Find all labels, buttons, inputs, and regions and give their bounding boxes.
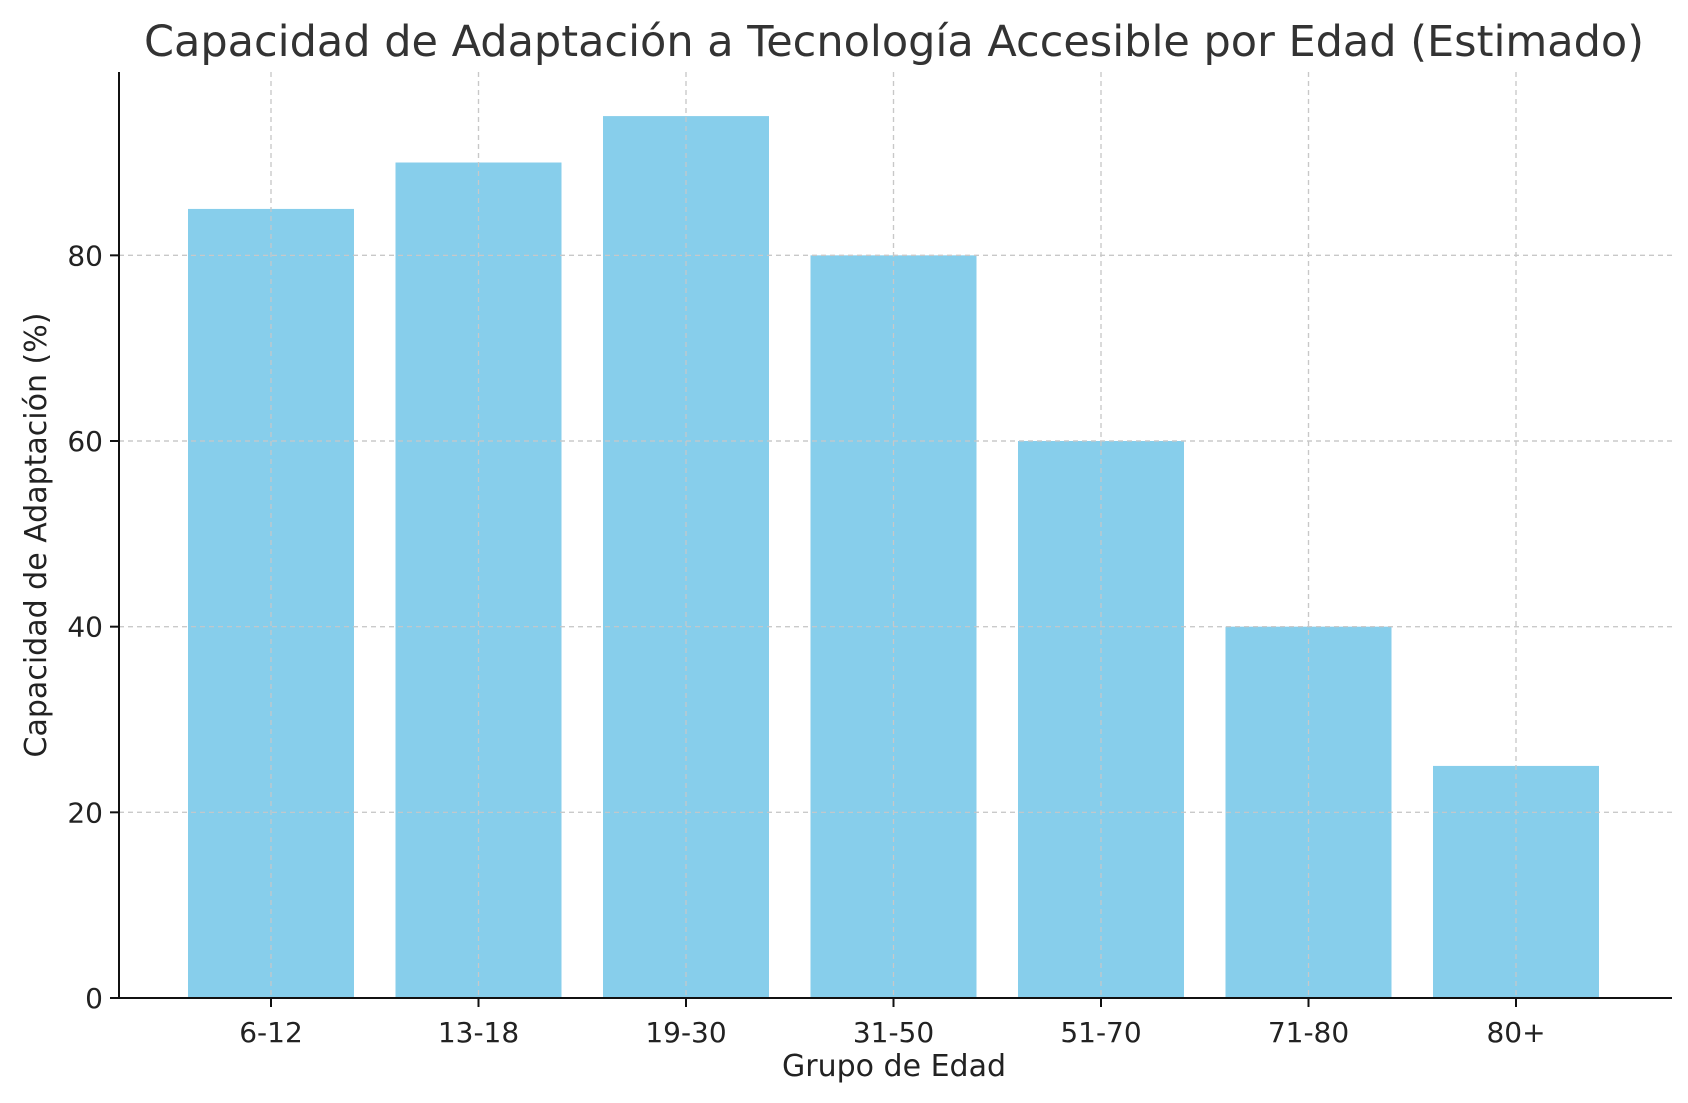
y-tick-label: 60 <box>67 425 103 458</box>
chart-title: Capacidad de Adaptación a Tecnología Acc… <box>144 17 1644 67</box>
x-tick-label: 13-18 <box>438 1016 519 1049</box>
x-tick-label: 71-80 <box>1268 1016 1349 1049</box>
x-tick-label: 31-50 <box>853 1016 934 1049</box>
y-tick-label: 20 <box>67 796 103 829</box>
x-axis-label: Grupo de Edad <box>782 1049 1006 1084</box>
axes <box>118 72 1672 999</box>
y-tick-label: 40 <box>67 611 103 644</box>
y-tick-label: 80 <box>67 239 103 272</box>
y-tick-label: 0 <box>85 982 103 1015</box>
x-tick-label: 51-70 <box>1060 1016 1141 1049</box>
x-tick-label: 19-30 <box>645 1016 726 1049</box>
y-axis-label: Capacidad de Adaptación (%) <box>19 313 54 758</box>
bars <box>119 72 1672 999</box>
x-tick-label: 80+ <box>1486 1016 1545 1049</box>
ticks: 0 20 40 60 80 6-12 13-18 19-30 31-50 51-70 71-80 80… <box>67 239 1545 1049</box>
x-tick-label: 6-12 <box>239 1016 303 1049</box>
